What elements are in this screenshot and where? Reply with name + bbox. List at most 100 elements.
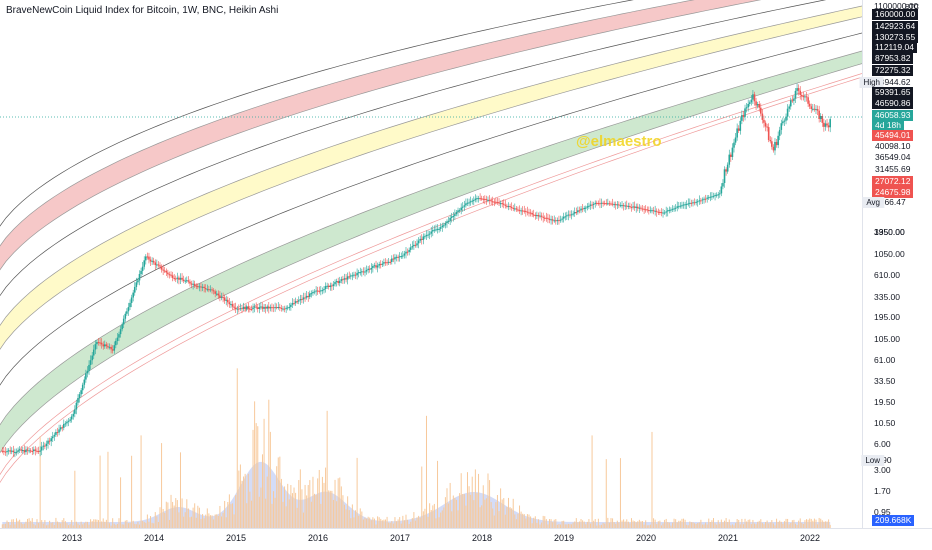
volume-bar (179, 452, 181, 528)
volume-bar (399, 517, 401, 528)
candle (100, 342, 103, 345)
candle (589, 204, 592, 206)
candle (296, 301, 298, 303)
candle (745, 107, 748, 109)
candle (801, 94, 803, 96)
volume-bar (555, 519, 557, 528)
candle (591, 204, 593, 206)
volume-bar (161, 443, 163, 528)
year-tick-label: 2014 (143, 533, 165, 543)
candle (255, 306, 257, 308)
candle (742, 115, 745, 117)
volume-bar (254, 401, 256, 528)
candle (78, 394, 81, 398)
volume-bar (441, 510, 443, 528)
volume-bar (178, 512, 180, 528)
volume-bar (613, 522, 615, 528)
candle (63, 424, 65, 428)
candle (547, 217, 549, 219)
candle (794, 90, 797, 99)
candle (687, 203, 690, 205)
candle (279, 307, 281, 309)
volume-bar (277, 457, 279, 528)
candle (640, 207, 642, 209)
candle (108, 346, 111, 348)
volume-bar (481, 505, 483, 528)
candle (496, 202, 499, 204)
candle (56, 432, 59, 434)
volume-bar (402, 515, 404, 528)
volume-bar (138, 524, 140, 528)
candle (384, 262, 387, 264)
volume-bar (331, 490, 333, 528)
volume-bar (813, 518, 815, 528)
candle (403, 253, 406, 256)
candle (637, 206, 639, 209)
candle (145, 256, 147, 261)
candle (280, 307, 283, 309)
volume-bar (519, 505, 521, 528)
volume-bar (209, 515, 211, 528)
candle (438, 228, 440, 230)
volume-bar (671, 522, 673, 528)
volume-bar (203, 518, 205, 528)
volume-bar (235, 495, 237, 528)
volume-bar (823, 521, 825, 528)
candle (170, 274, 172, 276)
volume-bar (774, 525, 776, 528)
volume-bar (700, 519, 702, 528)
time-axis-border (0, 528, 932, 529)
volume-bar (675, 519, 677, 528)
volume-bar (263, 418, 265, 528)
volume-bar (806, 519, 808, 528)
volume-bar (630, 518, 632, 528)
volume-bar (777, 521, 779, 528)
volume-bar (314, 493, 316, 528)
volume-bar (460, 473, 462, 528)
volume-bar (350, 518, 352, 528)
volume-bar (719, 523, 721, 528)
price-tick-label: 335.00 (874, 292, 900, 302)
candle (271, 307, 273, 309)
candle (381, 263, 384, 265)
volume-bar (815, 519, 817, 528)
volume-bar (668, 522, 670, 528)
candle (723, 169, 726, 183)
candle (67, 420, 70, 422)
volume-bar (504, 514, 506, 528)
volume-bar (249, 491, 251, 528)
candle (439, 227, 442, 229)
volume-bar (12, 519, 14, 528)
volume-bar (525, 518, 527, 528)
volume-bar (566, 524, 568, 528)
candle (28, 450, 30, 452)
volume-bar (33, 524, 35, 528)
volume-bar (388, 522, 390, 528)
candle (622, 205, 625, 207)
volume-bar (779, 520, 781, 528)
candle (441, 225, 444, 228)
volume-bar (186, 499, 188, 528)
volume-bar (367, 516, 369, 528)
candle (373, 265, 376, 267)
volume-bar (602, 522, 604, 528)
volume-bar (577, 522, 579, 528)
volume-bar (810, 518, 812, 528)
volume-bar (599, 525, 601, 528)
candle (392, 258, 395, 260)
candle (115, 340, 117, 346)
candle (443, 225, 445, 227)
volume-bar (373, 518, 375, 528)
candle (520, 210, 522, 212)
volume-bar (660, 525, 662, 528)
volume-bar (635, 522, 637, 528)
candle (715, 194, 718, 196)
volume-bar (474, 469, 476, 528)
candle (555, 220, 557, 222)
volume-bar (252, 429, 254, 528)
candle (750, 99, 753, 103)
volume-bar (643, 524, 645, 528)
candle (157, 264, 160, 266)
volume-bar (438, 517, 440, 528)
